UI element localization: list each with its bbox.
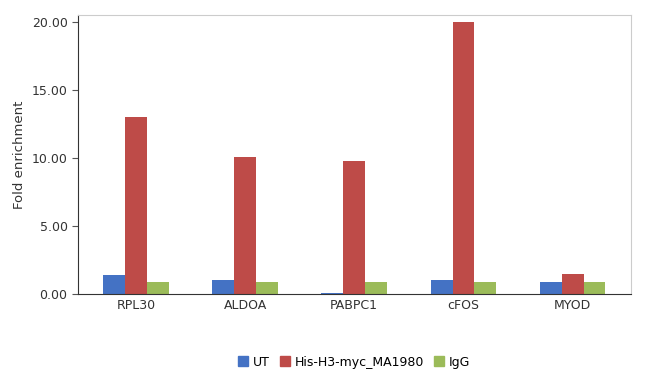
Legend: UT, His-H3-myc_MA1980, IgG: UT, His-H3-myc_MA1980, IgG	[233, 351, 476, 374]
Bar	[213, 280, 234, 294]
Bar	[584, 282, 605, 294]
Bar	[452, 22, 474, 294]
Y-axis label: Fold enrichment: Fold enrichment	[13, 100, 26, 209]
Bar	[125, 117, 147, 294]
Bar	[147, 282, 168, 294]
Bar	[343, 161, 365, 294]
Bar	[431, 280, 452, 294]
Bar	[234, 156, 256, 294]
Bar	[540, 282, 562, 294]
Bar	[103, 275, 125, 294]
Bar	[256, 282, 278, 294]
Bar	[365, 282, 387, 294]
Bar	[562, 274, 584, 294]
Bar	[474, 282, 496, 294]
Bar	[322, 293, 343, 294]
